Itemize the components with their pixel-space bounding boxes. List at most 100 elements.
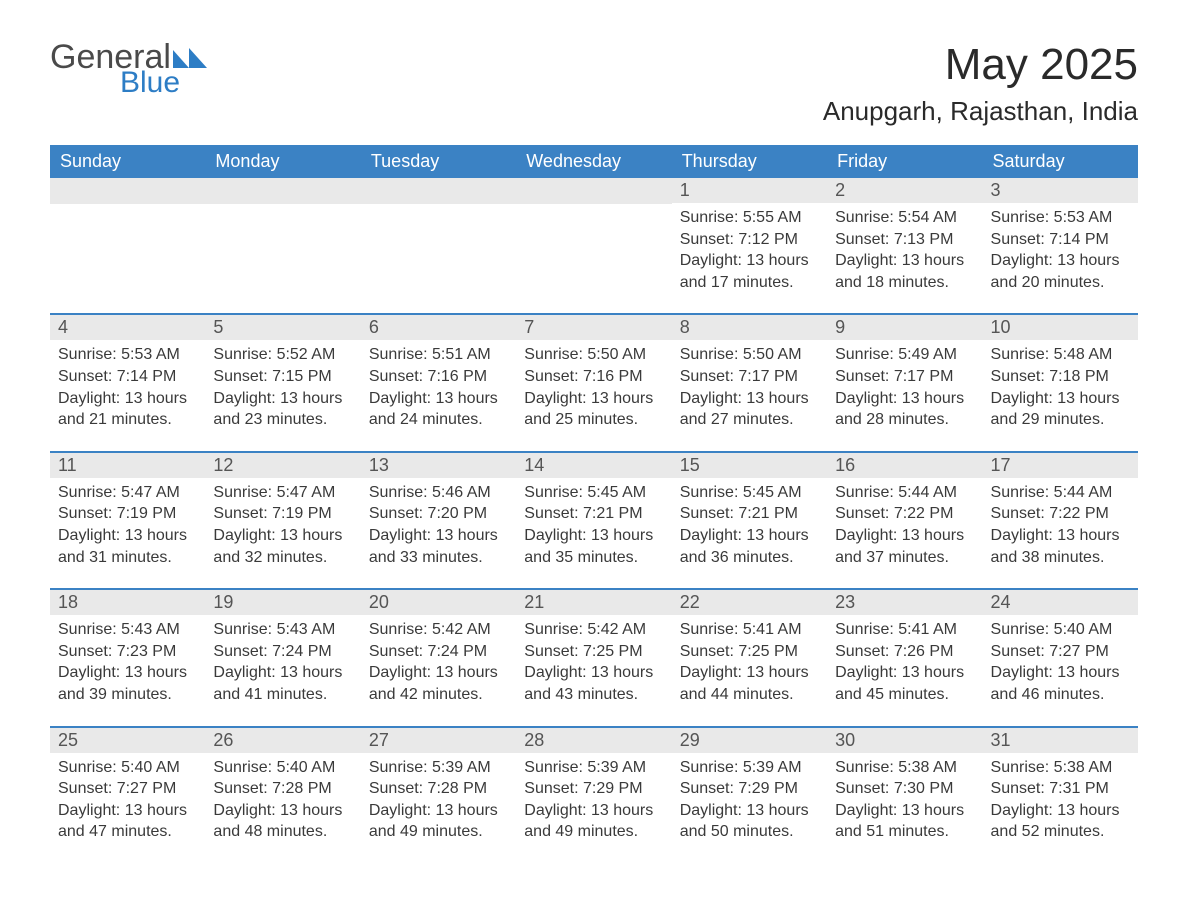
day-body: Sunrise: 5:40 AMSunset: 7:27 PMDaylight:… <box>983 615 1138 711</box>
day-body: Sunrise: 5:52 AMSunset: 7:15 PMDaylight:… <box>205 340 360 436</box>
sunrise-line: Sunrise: 5:38 AM <box>991 757 1130 779</box>
sunrise-line: Sunrise: 5:41 AM <box>680 619 819 641</box>
sunrise-line: Sunrise: 5:42 AM <box>524 619 663 641</box>
sunrise-line: Sunrise: 5:54 AM <box>835 207 974 229</box>
sunset-line: Sunset: 7:26 PM <box>835 641 974 663</box>
day-body: Sunrise: 5:41 AMSunset: 7:25 PMDaylight:… <box>672 615 827 711</box>
daylight-line: Daylight: 13 hours and 31 minutes. <box>58 525 197 568</box>
sunset-line: Sunset: 7:14 PM <box>991 229 1130 251</box>
calendar-cell: 25Sunrise: 5:40 AMSunset: 7:27 PMDayligh… <box>50 728 205 849</box>
daylight-line: Daylight: 13 hours and 21 minutes. <box>58 388 197 431</box>
day-body: Sunrise: 5:54 AMSunset: 7:13 PMDaylight:… <box>827 203 982 299</box>
daylight-line: Daylight: 13 hours and 52 minutes. <box>991 800 1130 843</box>
calendar-cell: 13Sunrise: 5:46 AMSunset: 7:20 PMDayligh… <box>361 453 516 574</box>
day-number: 12 <box>205 453 360 478</box>
daylight-line: Daylight: 13 hours and 48 minutes. <box>213 800 352 843</box>
day-body: Sunrise: 5:45 AMSunset: 7:21 PMDaylight:… <box>672 478 827 574</box>
day-number: 29 <box>672 728 827 753</box>
day-number: 9 <box>827 315 982 340</box>
day-header: Saturday <box>983 145 1138 178</box>
calendar-cell: 23Sunrise: 5:41 AMSunset: 7:26 PMDayligh… <box>827 590 982 711</box>
daylight-line: Daylight: 13 hours and 36 minutes. <box>680 525 819 568</box>
day-body: Sunrise: 5:49 AMSunset: 7:17 PMDaylight:… <box>827 340 982 436</box>
week-row: 4Sunrise: 5:53 AMSunset: 7:14 PMDaylight… <box>50 313 1138 436</box>
calendar-cell: 4Sunrise: 5:53 AMSunset: 7:14 PMDaylight… <box>50 315 205 436</box>
day-number: 3 <box>983 178 1138 203</box>
daylight-line: Daylight: 13 hours and 46 minutes. <box>991 662 1130 705</box>
sunrise-line: Sunrise: 5:48 AM <box>991 344 1130 366</box>
sunset-line: Sunset: 7:27 PM <box>58 778 197 800</box>
day-body: Sunrise: 5:42 AMSunset: 7:24 PMDaylight:… <box>361 615 516 711</box>
logo: General Blue <box>50 40 207 98</box>
daylight-line: Daylight: 13 hours and 23 minutes. <box>213 388 352 431</box>
week-row: 18Sunrise: 5:43 AMSunset: 7:23 PMDayligh… <box>50 588 1138 711</box>
sunset-line: Sunset: 7:29 PM <box>680 778 819 800</box>
sunset-line: Sunset: 7:29 PM <box>524 778 663 800</box>
day-number: 21 <box>516 590 671 615</box>
week-row: 25Sunrise: 5:40 AMSunset: 7:27 PMDayligh… <box>50 726 1138 849</box>
day-header: Wednesday <box>516 145 671 178</box>
sunset-line: Sunset: 7:30 PM <box>835 778 974 800</box>
sunset-line: Sunset: 7:18 PM <box>991 366 1130 388</box>
daylight-line: Daylight: 13 hours and 20 minutes. <box>991 250 1130 293</box>
daylight-line: Daylight: 13 hours and 44 minutes. <box>680 662 819 705</box>
day-number: 24 <box>983 590 1138 615</box>
header: General Blue May 2025 Anupgarh, Rajastha… <box>50 40 1138 127</box>
calendar-cell: 28Sunrise: 5:39 AMSunset: 7:29 PMDayligh… <box>516 728 671 849</box>
sunset-line: Sunset: 7:16 PM <box>369 366 508 388</box>
sunrise-line: Sunrise: 5:45 AM <box>680 482 819 504</box>
daylight-line: Daylight: 13 hours and 49 minutes. <box>369 800 508 843</box>
sunset-line: Sunset: 7:28 PM <box>369 778 508 800</box>
day-number: 16 <box>827 453 982 478</box>
daylight-line: Daylight: 13 hours and 39 minutes. <box>58 662 197 705</box>
day-number: 1 <box>672 178 827 203</box>
day-body: Sunrise: 5:39 AMSunset: 7:29 PMDaylight:… <box>516 753 671 849</box>
sunset-line: Sunset: 7:28 PM <box>213 778 352 800</box>
sunset-line: Sunset: 7:12 PM <box>680 229 819 251</box>
day-number <box>205 178 360 204</box>
sunrise-line: Sunrise: 5:46 AM <box>369 482 508 504</box>
sunset-line: Sunset: 7:17 PM <box>835 366 974 388</box>
calendar-cell: 21Sunrise: 5:42 AMSunset: 7:25 PMDayligh… <box>516 590 671 711</box>
day-header: Thursday <box>672 145 827 178</box>
calendar-cell: 19Sunrise: 5:43 AMSunset: 7:24 PMDayligh… <box>205 590 360 711</box>
daylight-line: Daylight: 13 hours and 37 minutes. <box>835 525 974 568</box>
calendar-cell: 8Sunrise: 5:50 AMSunset: 7:17 PMDaylight… <box>672 315 827 436</box>
calendar-cell: 16Sunrise: 5:44 AMSunset: 7:22 PMDayligh… <box>827 453 982 574</box>
daylight-line: Daylight: 13 hours and 38 minutes. <box>991 525 1130 568</box>
month-title: May 2025 <box>823 40 1138 90</box>
day-number <box>516 178 671 204</box>
calendar-cell <box>205 178 360 299</box>
day-body: Sunrise: 5:55 AMSunset: 7:12 PMDaylight:… <box>672 203 827 299</box>
sunset-line: Sunset: 7:16 PM <box>524 366 663 388</box>
calendar-cell: 11Sunrise: 5:47 AMSunset: 7:19 PMDayligh… <box>50 453 205 574</box>
daylight-line: Daylight: 13 hours and 51 minutes. <box>835 800 974 843</box>
sunrise-line: Sunrise: 5:39 AM <box>680 757 819 779</box>
day-body: Sunrise: 5:46 AMSunset: 7:20 PMDaylight:… <box>361 478 516 574</box>
calendar-cell: 18Sunrise: 5:43 AMSunset: 7:23 PMDayligh… <box>50 590 205 711</box>
calendar-cell: 14Sunrise: 5:45 AMSunset: 7:21 PMDayligh… <box>516 453 671 574</box>
day-body: Sunrise: 5:51 AMSunset: 7:16 PMDaylight:… <box>361 340 516 436</box>
calendar-cell: 17Sunrise: 5:44 AMSunset: 7:22 PMDayligh… <box>983 453 1138 574</box>
sunrise-line: Sunrise: 5:44 AM <box>991 482 1130 504</box>
week-row: 1Sunrise: 5:55 AMSunset: 7:12 PMDaylight… <box>50 178 1138 299</box>
daylight-line: Daylight: 13 hours and 29 minutes. <box>991 388 1130 431</box>
daylight-line: Daylight: 13 hours and 18 minutes. <box>835 250 974 293</box>
daylight-line: Daylight: 13 hours and 32 minutes. <box>213 525 352 568</box>
day-header: Sunday <box>50 145 205 178</box>
daylight-line: Daylight: 13 hours and 28 minutes. <box>835 388 974 431</box>
daylight-line: Daylight: 13 hours and 43 minutes. <box>524 662 663 705</box>
day-number: 17 <box>983 453 1138 478</box>
week-row: 11Sunrise: 5:47 AMSunset: 7:19 PMDayligh… <box>50 451 1138 574</box>
day-body: Sunrise: 5:40 AMSunset: 7:27 PMDaylight:… <box>50 753 205 849</box>
daylight-line: Daylight: 13 hours and 35 minutes. <box>524 525 663 568</box>
sunset-line: Sunset: 7:21 PM <box>680 503 819 525</box>
calendar-cell: 6Sunrise: 5:51 AMSunset: 7:16 PMDaylight… <box>361 315 516 436</box>
calendar-cell: 15Sunrise: 5:45 AMSunset: 7:21 PMDayligh… <box>672 453 827 574</box>
calendar-cell: 24Sunrise: 5:40 AMSunset: 7:27 PMDayligh… <box>983 590 1138 711</box>
sunrise-line: Sunrise: 5:49 AM <box>835 344 974 366</box>
daylight-line: Daylight: 13 hours and 49 minutes. <box>524 800 663 843</box>
sunset-line: Sunset: 7:22 PM <box>835 503 974 525</box>
day-number: 5 <box>205 315 360 340</box>
day-number: 4 <box>50 315 205 340</box>
